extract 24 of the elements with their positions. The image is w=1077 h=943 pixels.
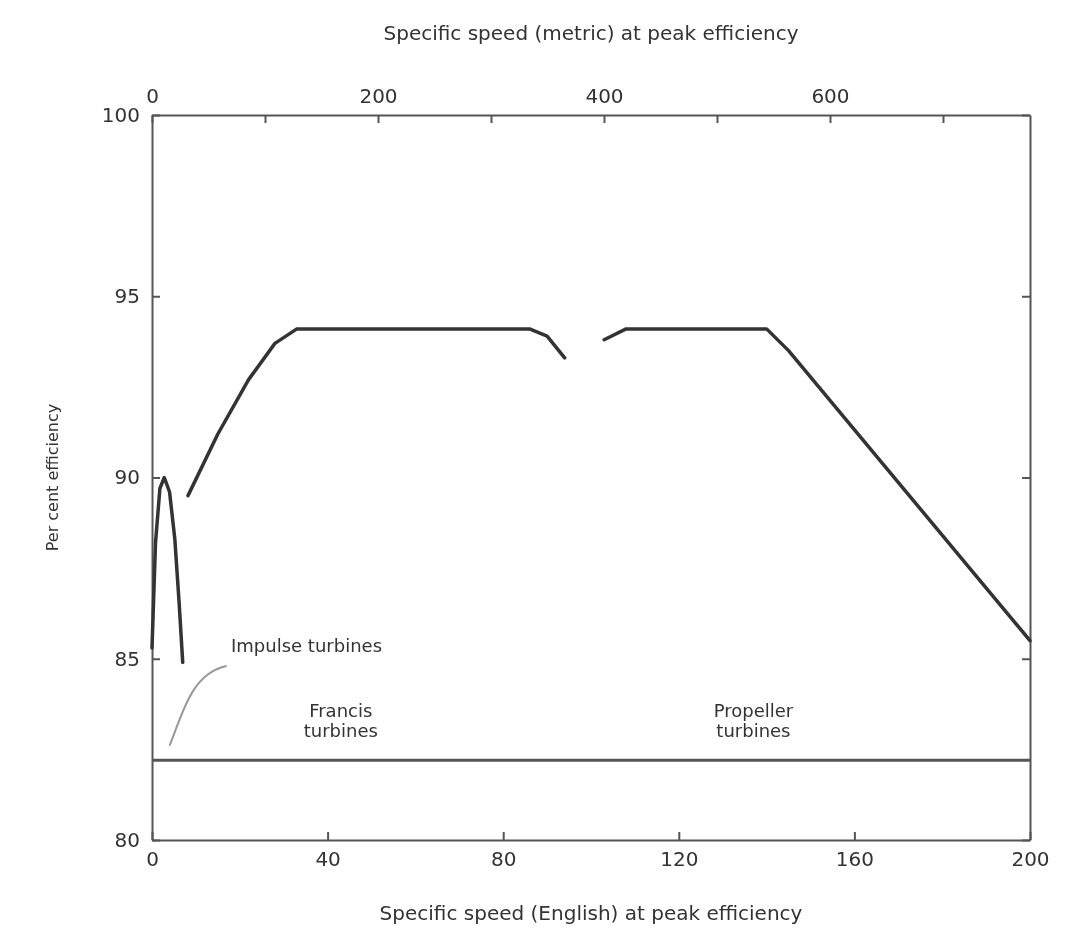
x-tick-label: 160	[835, 847, 874, 872]
annotation: Impulse turbines	[231, 634, 383, 656]
line-series	[602, 327, 1032, 643]
line-series	[186, 327, 567, 498]
y-tick-label: 90	[114, 465, 140, 490]
y-tick-label: 100	[101, 102, 140, 127]
x2-tick-label: 0	[146, 84, 159, 108]
x-axis-title: Specific speed (English) at peak efficiency	[379, 901, 803, 925]
y-tick-label: 95	[114, 284, 140, 309]
x2-tick-label: 200	[359, 84, 398, 108]
annotation: Propeller turbines	[713, 699, 794, 742]
x-tick-label: 120	[660, 847, 699, 872]
x-tick-label: 0	[146, 847, 159, 872]
x-tick-label: 200	[1011, 847, 1050, 872]
y-tick-label: 85	[114, 646, 140, 671]
x2-axis-title: Specific speed (metric) at peak efficiency	[383, 21, 799, 45]
y-tick-label: 80	[114, 827, 140, 852]
x2-tick-label: 400	[585, 84, 624, 108]
x-tick-label: 80	[490, 847, 517, 872]
line-series	[150, 475, 185, 665]
x-tick-label: 40	[315, 847, 341, 872]
annotation: Francis turbines	[303, 699, 378, 742]
y-axis-title: Per cent efficiency	[43, 403, 62, 552]
x2-tick-label: 600	[811, 84, 850, 108]
